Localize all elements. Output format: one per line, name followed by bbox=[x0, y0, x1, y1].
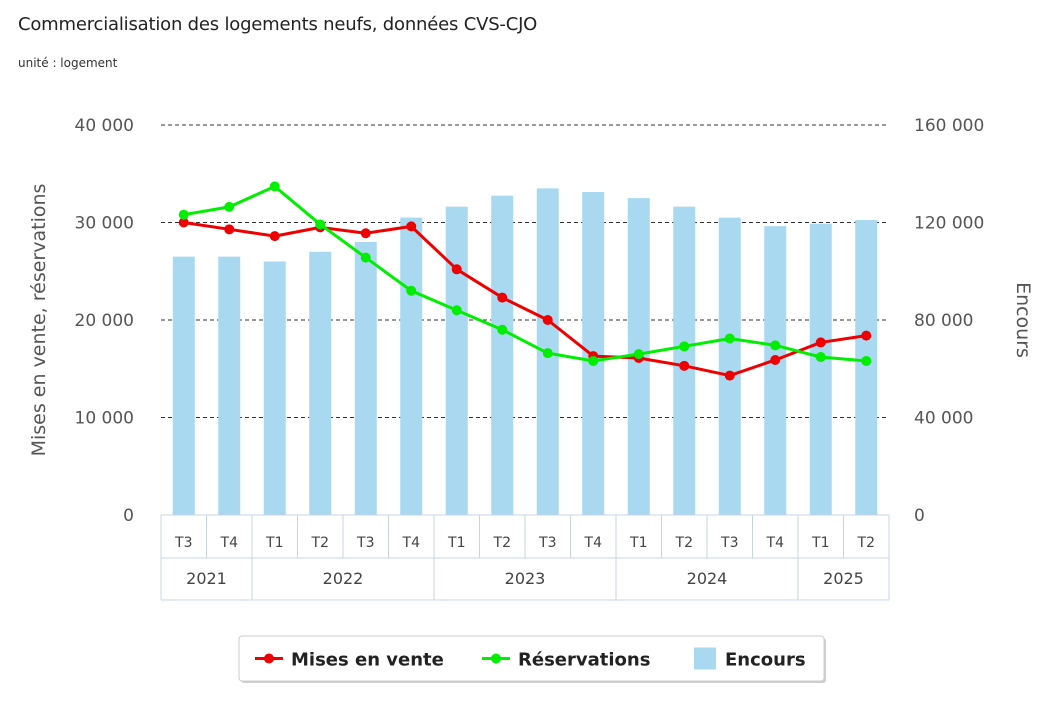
legend-item-label: Mises en vente bbox=[291, 650, 444, 671]
value-axes: 0 10 000 20 000 30 000 40 000 0 40 000 80 000 12… bbox=[28, 116, 1034, 526]
encours-bar bbox=[809, 223, 832, 515]
year-label: 2024 bbox=[687, 569, 728, 588]
category-label: T4 bbox=[766, 535, 785, 551]
reservations-point bbox=[770, 340, 781, 351]
reservations-point bbox=[815, 352, 826, 363]
reservations-point bbox=[588, 355, 599, 366]
reservations-point bbox=[633, 349, 644, 360]
mises-en-vente-point bbox=[497, 292, 508, 303]
category-label: T4 bbox=[584, 535, 603, 551]
year-label: 2022 bbox=[323, 569, 364, 588]
left-axis-tick: 0 bbox=[123, 506, 134, 526]
right-axis-tick: 80 000 bbox=[914, 311, 973, 331]
reservations-point bbox=[679, 341, 690, 352]
right-axis-tick: 160 000 bbox=[914, 116, 984, 136]
left-axis-tick: 10 000 bbox=[75, 409, 134, 429]
legend[interactable]: Mises en vente Réservations Encours bbox=[238, 635, 826, 683]
reservations-point bbox=[724, 333, 735, 344]
mises-en-vente-point bbox=[224, 224, 235, 235]
mises-en-vente-point bbox=[861, 330, 872, 341]
reservations-point bbox=[497, 324, 508, 335]
left-axis-tick: 40 000 bbox=[75, 116, 134, 136]
year-label: 2025 bbox=[823, 569, 864, 588]
category-label: T1 bbox=[265, 535, 283, 551]
legend-bar-symbol bbox=[694, 647, 716, 670]
reservations-point bbox=[451, 305, 462, 316]
right-axis-tick: 0 bbox=[914, 506, 925, 526]
year-label: 2023 bbox=[505, 569, 546, 588]
left-axis-title: Mises en vente, réservations bbox=[28, 184, 50, 457]
line-series bbox=[178, 181, 872, 381]
legend-box bbox=[238, 635, 825, 682]
mises-en-vente-point bbox=[542, 315, 553, 325]
mises-en-vente-point bbox=[451, 264, 462, 275]
mises-en-vente-point bbox=[360, 228, 371, 239]
legend-item-label: Réservations bbox=[518, 650, 650, 671]
category-label: T2 bbox=[493, 535, 511, 551]
category-label: T2 bbox=[675, 535, 693, 551]
category-label: T1 bbox=[629, 535, 647, 551]
category-label: T2 bbox=[857, 535, 875, 551]
encours-bar bbox=[400, 217, 423, 515]
category-label: T1 bbox=[811, 535, 829, 551]
category-label: T3 bbox=[174, 535, 192, 551]
encours-bar bbox=[172, 256, 195, 515]
category-label: T4 bbox=[220, 535, 239, 551]
mises-en-vente-point bbox=[679, 360, 690, 371]
right-axis-title: Encours bbox=[1012, 282, 1034, 358]
legend-marker bbox=[491, 653, 501, 664]
mises-en-vente-line bbox=[183, 221, 867, 378]
encours-bar bbox=[491, 195, 514, 515]
reservations-line bbox=[183, 184, 867, 363]
encours-bar bbox=[445, 206, 468, 515]
category-label: T3 bbox=[538, 535, 556, 551]
category-label: T1 bbox=[447, 535, 465, 551]
legend-marker bbox=[264, 653, 274, 664]
left-axis-tick: 20 000 bbox=[75, 311, 134, 331]
right-axis-tick: 120 000 bbox=[914, 214, 984, 234]
reservations-point bbox=[360, 252, 371, 263]
encours-bar bbox=[764, 226, 787, 515]
category-label: T2 bbox=[311, 535, 329, 551]
category-label: T3 bbox=[720, 535, 738, 551]
chart-subtitle: unité : logement bbox=[18, 56, 118, 70]
encours-bar bbox=[263, 261, 286, 515]
encours-bar bbox=[218, 256, 241, 515]
encours-bar bbox=[855, 220, 878, 515]
mises-en-vente-point bbox=[178, 217, 189, 228]
encours-bar bbox=[354, 242, 377, 515]
category-label: T3 bbox=[356, 535, 374, 551]
left-axis-tick: 30 000 bbox=[75, 214, 134, 234]
mises-en-vente-point bbox=[269, 231, 280, 242]
reservations-point bbox=[224, 201, 235, 212]
chart-title: Commercialisation des logements neufs, d… bbox=[18, 14, 538, 35]
mises-en-vente-point bbox=[724, 370, 735, 381]
year-label: 2021 bbox=[186, 569, 227, 588]
encours-bar bbox=[718, 217, 741, 515]
encours-bar bbox=[309, 251, 332, 515]
reservations-point bbox=[315, 219, 326, 230]
mises-en-vente-point bbox=[406, 221, 417, 232]
legend-item-label: Encours bbox=[725, 650, 806, 671]
mises-en-vente-point bbox=[770, 354, 781, 365]
category-axis: T3 T4 T1 T2 T3 T4 T1 T2 T3 T4 T1 T2 T3 T4 T1 T2 2021 2022… bbox=[160, 514, 890, 601]
reservations-point bbox=[542, 348, 553, 359]
mises-en-vente-point bbox=[815, 337, 826, 348]
right-axis-tick: 40 000 bbox=[914, 409, 973, 429]
reservations-point bbox=[406, 285, 417, 296]
reservations-point bbox=[178, 209, 189, 220]
category-label: T4 bbox=[402, 535, 421, 551]
reservations-point bbox=[861, 355, 872, 366]
reservations-point bbox=[269, 181, 280, 192]
